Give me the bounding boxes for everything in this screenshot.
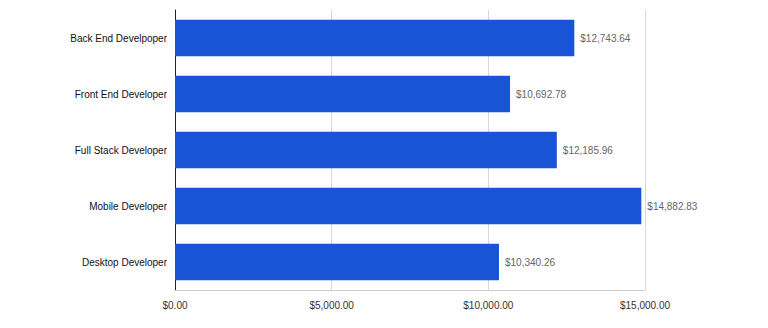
- svg-text:$14,882.83: $14,882.83: [647, 201, 697, 212]
- svg-text:$12,185.96: $12,185.96: [563, 145, 613, 156]
- svg-text:Back End Develpoper: Back End Develpoper: [70, 33, 167, 44]
- svg-text:Full Stack Developer: Full Stack Developer: [75, 145, 168, 156]
- svg-text:Front End Developer: Front End Developer: [75, 89, 168, 100]
- svg-text:$10,000.00: $10,000.00: [463, 300, 513, 311]
- svg-text:$10,692.78: $10,692.78: [516, 89, 566, 100]
- svg-text:$15,000.00: $15,000.00: [620, 300, 670, 311]
- svg-text:$12,743.64: $12,743.64: [580, 33, 630, 44]
- svg-text:$0.00: $0.00: [162, 300, 187, 311]
- svg-text:$5,000.00: $5,000.00: [309, 300, 354, 311]
- svg-text:$10,340.26: $10,340.26: [505, 257, 555, 268]
- svg-text:Mobile Developer: Mobile Developer: [89, 201, 167, 212]
- svg-text:Desktop Developer: Desktop Developer: [82, 257, 168, 268]
